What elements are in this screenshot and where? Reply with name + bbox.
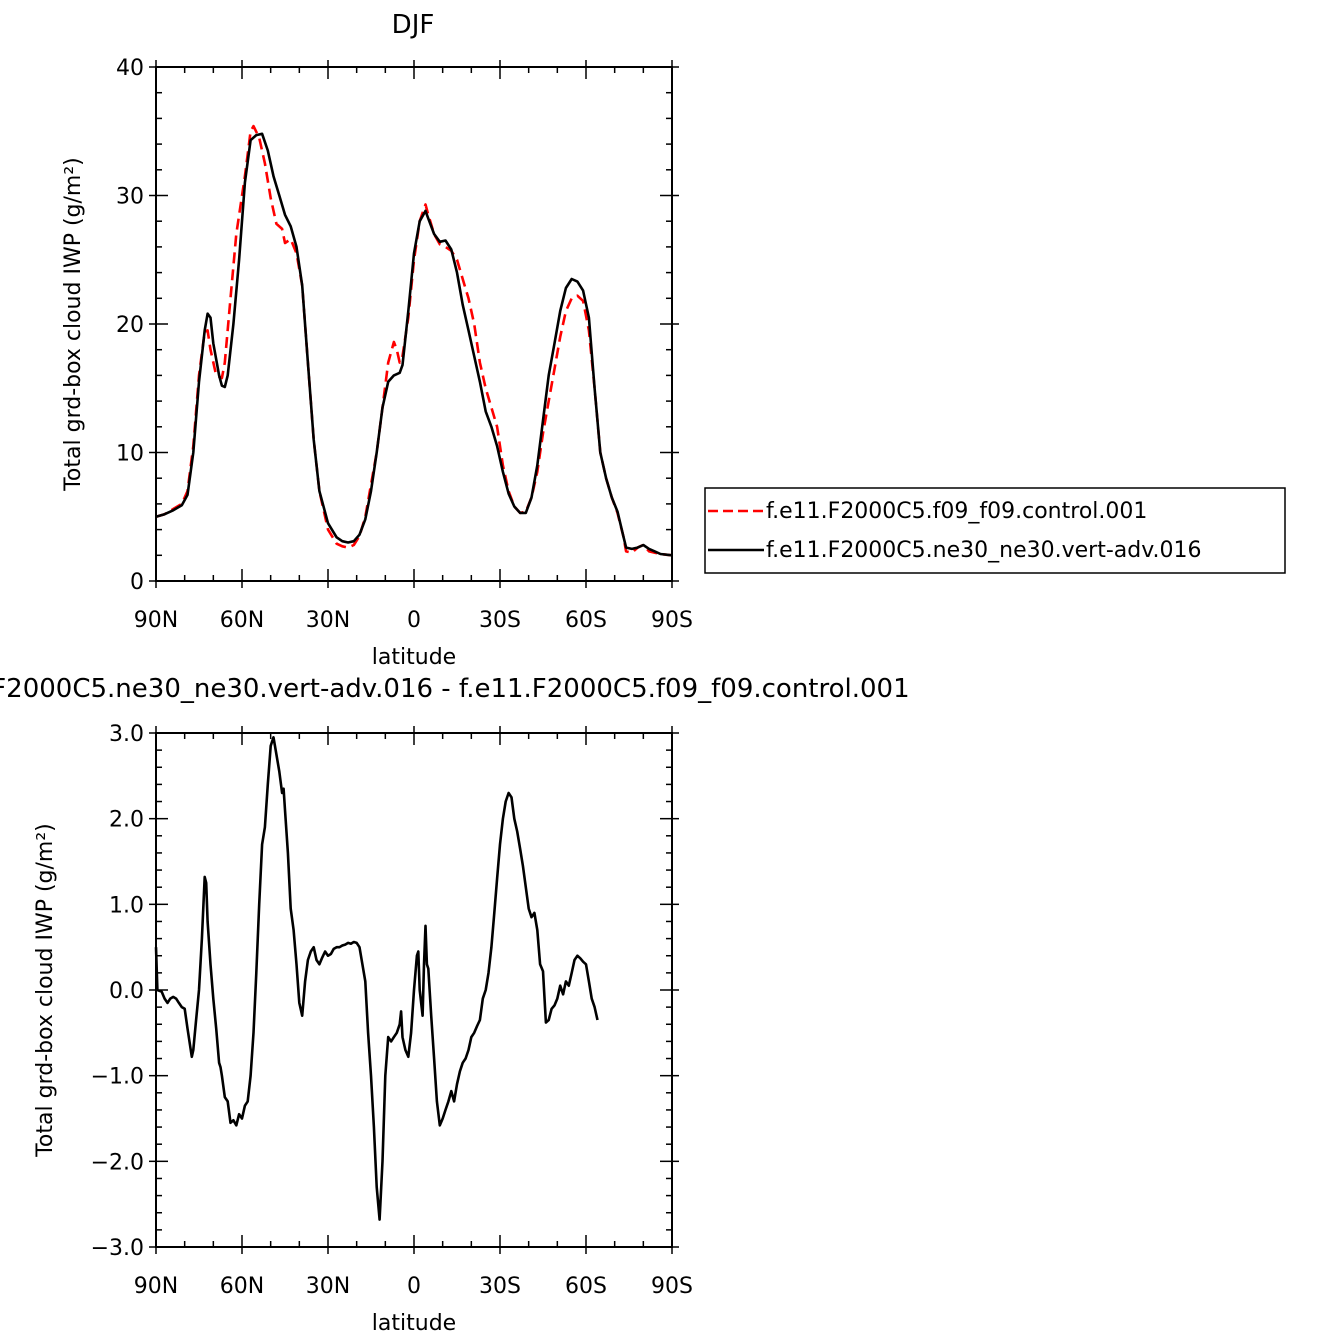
- top-series-group: [155, 124, 673, 557]
- x-tick-label: 90S: [651, 1274, 693, 1299]
- x-tick-label: 60S: [565, 608, 607, 633]
- y-tick-label: −2.0: [91, 1150, 144, 1175]
- bottom-title: f.e11.F2000C5.ne30_ne30.vert-adv.016 - f…: [0, 674, 910, 704]
- x-tick-label: 0: [407, 1274, 421, 1299]
- series-line-0-1: [155, 132, 673, 557]
- legend-label-vert-adv: f.e11.F2000C5.ne30_ne30.vert-adv.016: [766, 538, 1202, 563]
- legend-box: [704, 487, 1286, 574]
- y-tick-label: −3.0: [91, 1236, 144, 1261]
- y-tick-label: 1.0: [109, 893, 144, 918]
- legend: f.e11.F2000C5.f09_f09.control.001 f.e11.…: [704, 487, 1286, 574]
- y-tick-label: 3.0: [109, 722, 144, 747]
- bottom-x-axis-label: latitude: [372, 1311, 456, 1336]
- y-tick-label: 10: [116, 442, 144, 467]
- bottom-plot-frame: [155, 732, 673, 1248]
- x-tick-label: 60N: [220, 1274, 264, 1299]
- x-tick-label: 30S: [479, 1274, 521, 1299]
- series-line-1-0: [154, 735, 599, 1221]
- y-tick-label: 30: [116, 185, 144, 210]
- x-tick-label: 60S: [565, 1274, 607, 1299]
- y-tick-label: 0.0: [109, 979, 144, 1004]
- y-tick-label: −1.0: [91, 1065, 144, 1090]
- top-y-axis-label: Total grd-box cloud IWP (g/m²): [61, 157, 86, 492]
- legend-label-control: f.e11.F2000C5.f09_f09.control.001: [766, 499, 1147, 524]
- y-tick-label: 2.0: [109, 808, 144, 833]
- x-tick-label: 30S: [479, 608, 521, 633]
- x-tick-label: 60N: [220, 608, 264, 633]
- x-tick-label: 0: [407, 608, 421, 633]
- top-tick-labels: 90N 60N 30N 0 30S 60S 90S 0 10 20 30 40: [116, 56, 693, 633]
- y-tick-label: 40: [116, 56, 144, 81]
- bottom-panel: f.e11.F2000C5.ne30_ne30.vert-adv.016 - f…: [0, 674, 910, 1336]
- y-tick-label: 20: [116, 313, 144, 338]
- x-tick-label: 30N: [306, 608, 350, 633]
- top-panel: DJF 90N 60N 30N 0 30S 60S 90S 0 10 20 30 40 latitud…: [61, 10, 1286, 670]
- bottom-tick-labels: 90N 60N 30N 0 30S 60S 90S −3.0 −2.0 −1.0 0.0 1.0 2.0…: [91, 722, 693, 1299]
- y-tick-label: 0: [130, 570, 144, 595]
- bottom-series-group: [154, 735, 599, 1221]
- top-x-axis-label: latitude: [372, 645, 456, 670]
- top-title: DJF: [392, 10, 435, 40]
- top-plot-frame: [155, 66, 673, 582]
- bottom-y-axis-label: Total grd-box cloud IWP (g/m²): [33, 823, 58, 1158]
- x-tick-label: 90S: [651, 608, 693, 633]
- series-line-0-0: [155, 124, 673, 557]
- x-tick-label: 90N: [134, 608, 178, 633]
- x-tick-label: 90N: [134, 1274, 178, 1299]
- x-tick-label: 30N: [306, 1274, 350, 1299]
